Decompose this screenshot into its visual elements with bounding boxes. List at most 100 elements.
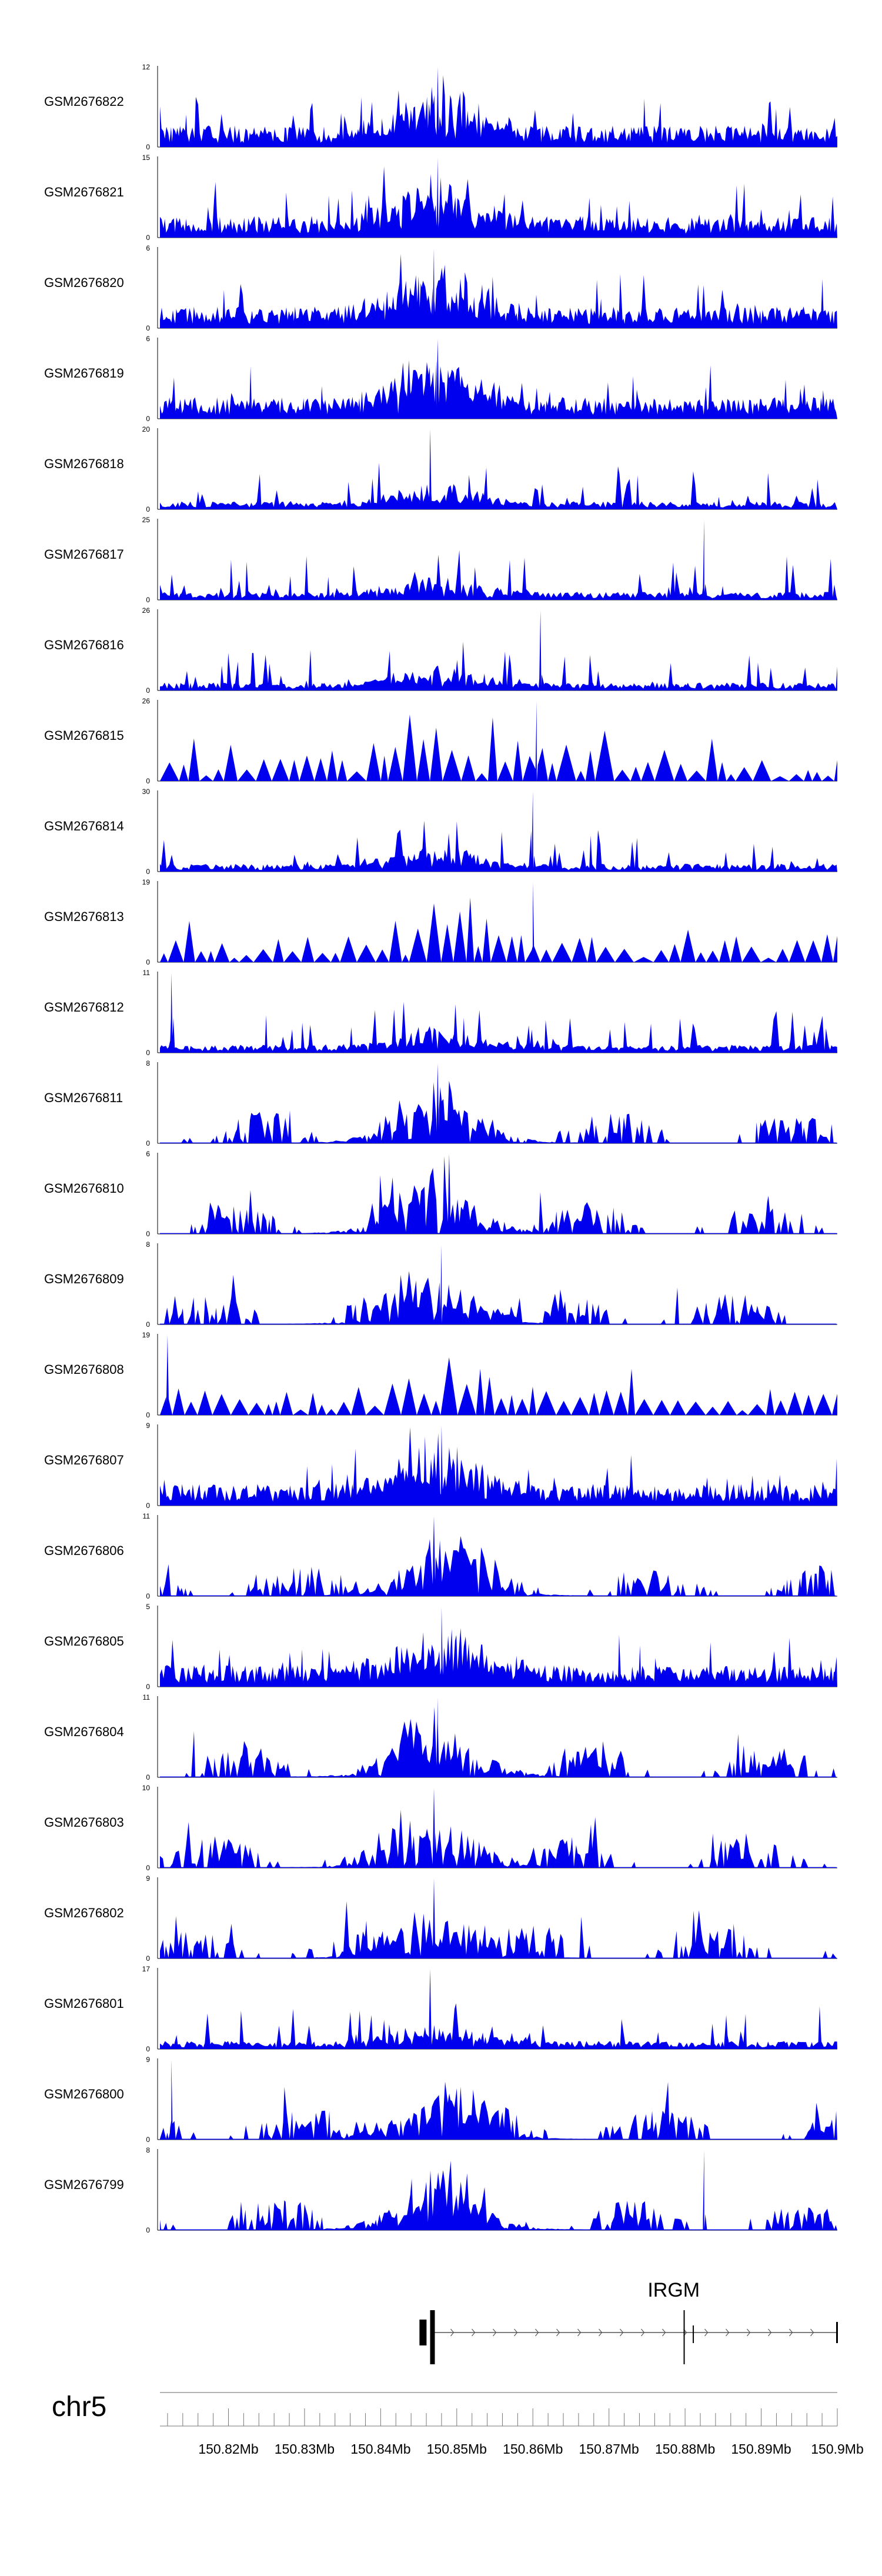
track-ymax-label: 6 bbox=[146, 244, 150, 252]
track-GSM2676802: GSM2676802 9 0 bbox=[44, 1874, 837, 1963]
coverage-area bbox=[160, 1244, 837, 1324]
track-GSM2676822: GSM2676822 12 0 bbox=[44, 63, 837, 151]
track-GSM2676812: GSM2676812 11 0 bbox=[44, 969, 837, 1057]
track-GSM2676817: GSM2676817 25 0 bbox=[44, 516, 837, 604]
strand-arrow bbox=[450, 2328, 455, 2337]
track-label: GSM2676816 bbox=[44, 638, 124, 652]
track-ymin-label: 0 bbox=[146, 1320, 150, 1329]
x-tick-label: 150.84Mb bbox=[350, 2441, 410, 2457]
track-ymax-label: 8 bbox=[146, 1240, 150, 1249]
track-label: GSM2676802 bbox=[44, 1906, 124, 1920]
track-ymin-label: 0 bbox=[146, 1049, 150, 1057]
track-GSM2676805: GSM2676805 5 0 bbox=[44, 1603, 837, 1691]
coverage-area bbox=[160, 1154, 837, 1234]
coverage-area bbox=[160, 610, 837, 690]
track-GSM2676811: GSM2676811 8 0 bbox=[44, 1059, 837, 1147]
strand-arrow bbox=[641, 2328, 645, 2337]
track-ymin-label: 0 bbox=[146, 415, 150, 423]
track-GSM2676821: GSM2676821 15 0 bbox=[44, 154, 837, 242]
track-label: GSM2676820 bbox=[44, 275, 124, 290]
coverage-area bbox=[160, 158, 837, 238]
gene-exon bbox=[836, 2322, 838, 2343]
strand-arrow bbox=[726, 2328, 730, 2337]
x-tick-label: 150.86Mb bbox=[503, 2441, 563, 2457]
coverage-area bbox=[160, 1969, 837, 2049]
coverage-area bbox=[160, 1697, 837, 1777]
track-GSM2676814: GSM2676814 30 0 bbox=[44, 788, 837, 876]
track-GSM2676813: GSM2676813 19 0 bbox=[44, 878, 837, 966]
track-label: GSM2676818 bbox=[44, 456, 124, 471]
track-ymax-label: 25 bbox=[142, 516, 151, 524]
track-ymin-label: 0 bbox=[146, 1954, 150, 1963]
gene-label: IRGM bbox=[647, 2279, 700, 2301]
coverage-area bbox=[160, 1426, 837, 1506]
coverage-area bbox=[160, 67, 837, 147]
track-label: GSM2676800 bbox=[44, 2087, 124, 2101]
track-ymin-label: 0 bbox=[146, 233, 150, 242]
strand-arrow bbox=[810, 2328, 814, 2337]
coverage-area bbox=[160, 1788, 837, 1868]
gene-exon bbox=[419, 2320, 427, 2345]
track-ymax-label: 19 bbox=[142, 878, 151, 886]
track-GSM2676815: GSM2676815 26 0 bbox=[44, 697, 837, 785]
strand-arrow bbox=[514, 2328, 518, 2337]
track-ymax-label: 26 bbox=[142, 697, 151, 705]
track-GSM2676818: GSM2676818 20 0 bbox=[44, 425, 837, 513]
track-GSM2676808: GSM2676808 19 0 bbox=[44, 1331, 837, 1419]
strand-arrow bbox=[556, 2328, 560, 2337]
track-ymin-label: 0 bbox=[146, 2045, 150, 2053]
track-ymin-label: 0 bbox=[146, 324, 150, 332]
track-ymin-label: 0 bbox=[146, 1139, 150, 1147]
track-GSM2676807: GSM2676807 9 0 bbox=[44, 1422, 837, 1510]
track-GSM2676804: GSM2676804 11 0 bbox=[44, 1693, 837, 1781]
gene-track: IRGM bbox=[419, 2279, 838, 2364]
x-tick-label: 150.85Mb bbox=[427, 2441, 487, 2457]
coverage-area bbox=[160, 882, 837, 962]
coverage-area bbox=[160, 248, 837, 328]
track-GSM2676801: GSM2676801 17 0 bbox=[44, 1965, 837, 2053]
track-ymin-label: 0 bbox=[146, 2226, 150, 2234]
track-ymin-label: 0 bbox=[146, 505, 150, 513]
track-ymin-label: 0 bbox=[146, 1864, 150, 1872]
track-ymax-label: 11 bbox=[143, 1512, 151, 1520]
track-label: GSM2676813 bbox=[44, 909, 124, 924]
track-ymax-label: 20 bbox=[142, 425, 151, 433]
track-label: GSM2676804 bbox=[44, 1724, 124, 1739]
track-label: GSM2676811 bbox=[44, 1090, 123, 1105]
track-ymax-label: 6 bbox=[146, 1150, 150, 1158]
track-label: GSM2676803 bbox=[44, 1815, 124, 1830]
chromosome-label: chr5 bbox=[52, 2391, 106, 2422]
track-ymin-label: 0 bbox=[146, 143, 150, 151]
strand-arrow bbox=[789, 2328, 793, 2337]
track-GSM2676820: GSM2676820 6 0 bbox=[44, 244, 837, 332]
track-ymin-label: 0 bbox=[146, 1501, 150, 1510]
track-ymax-label: 8 bbox=[146, 2146, 150, 2154]
track-label: GSM2676810 bbox=[44, 1181, 124, 1196]
x-tick-label: 150.88Mb bbox=[655, 2441, 715, 2457]
strand-arrow bbox=[747, 2328, 751, 2337]
coverage-area bbox=[160, 520, 837, 600]
track-ymax-label: 12 bbox=[142, 63, 151, 71]
track-label: GSM2676821 bbox=[44, 185, 124, 199]
strand-arrow bbox=[704, 2328, 709, 2337]
coverage-area bbox=[160, 2150, 837, 2230]
track-ymin-label: 0 bbox=[146, 1683, 150, 1691]
track-ymin-label: 0 bbox=[146, 686, 150, 695]
strand-arrow bbox=[535, 2328, 539, 2337]
track-label: GSM2676822 bbox=[44, 94, 124, 109]
track-label: GSM2676814 bbox=[44, 819, 124, 833]
strand-arrow bbox=[620, 2328, 624, 2337]
coverage-area bbox=[160, 1607, 837, 1687]
track-ymax-label: 11 bbox=[143, 969, 151, 977]
track-ymin-label: 0 bbox=[146, 1230, 150, 1238]
track-label: GSM2676815 bbox=[44, 728, 124, 743]
genome-axis: chr5 150.82Mb 150.83Mb 150.84Mb 150.85Mb 150… bbox=[52, 2391, 864, 2457]
track-ymax-label: 6 bbox=[146, 335, 150, 343]
track-GSM2676810: GSM2676810 6 0 bbox=[44, 1150, 837, 1238]
track-label: GSM2676808 bbox=[44, 1362, 124, 1377]
track-ymin-label: 0 bbox=[146, 2135, 150, 2144]
coverage-area bbox=[160, 701, 837, 781]
coverage-tracks: GSM2676822120GSM2676821150GSM267682060GS… bbox=[44, 63, 837, 2234]
coverage-area bbox=[160, 2060, 837, 2140]
strand-arrow bbox=[599, 2328, 603, 2337]
